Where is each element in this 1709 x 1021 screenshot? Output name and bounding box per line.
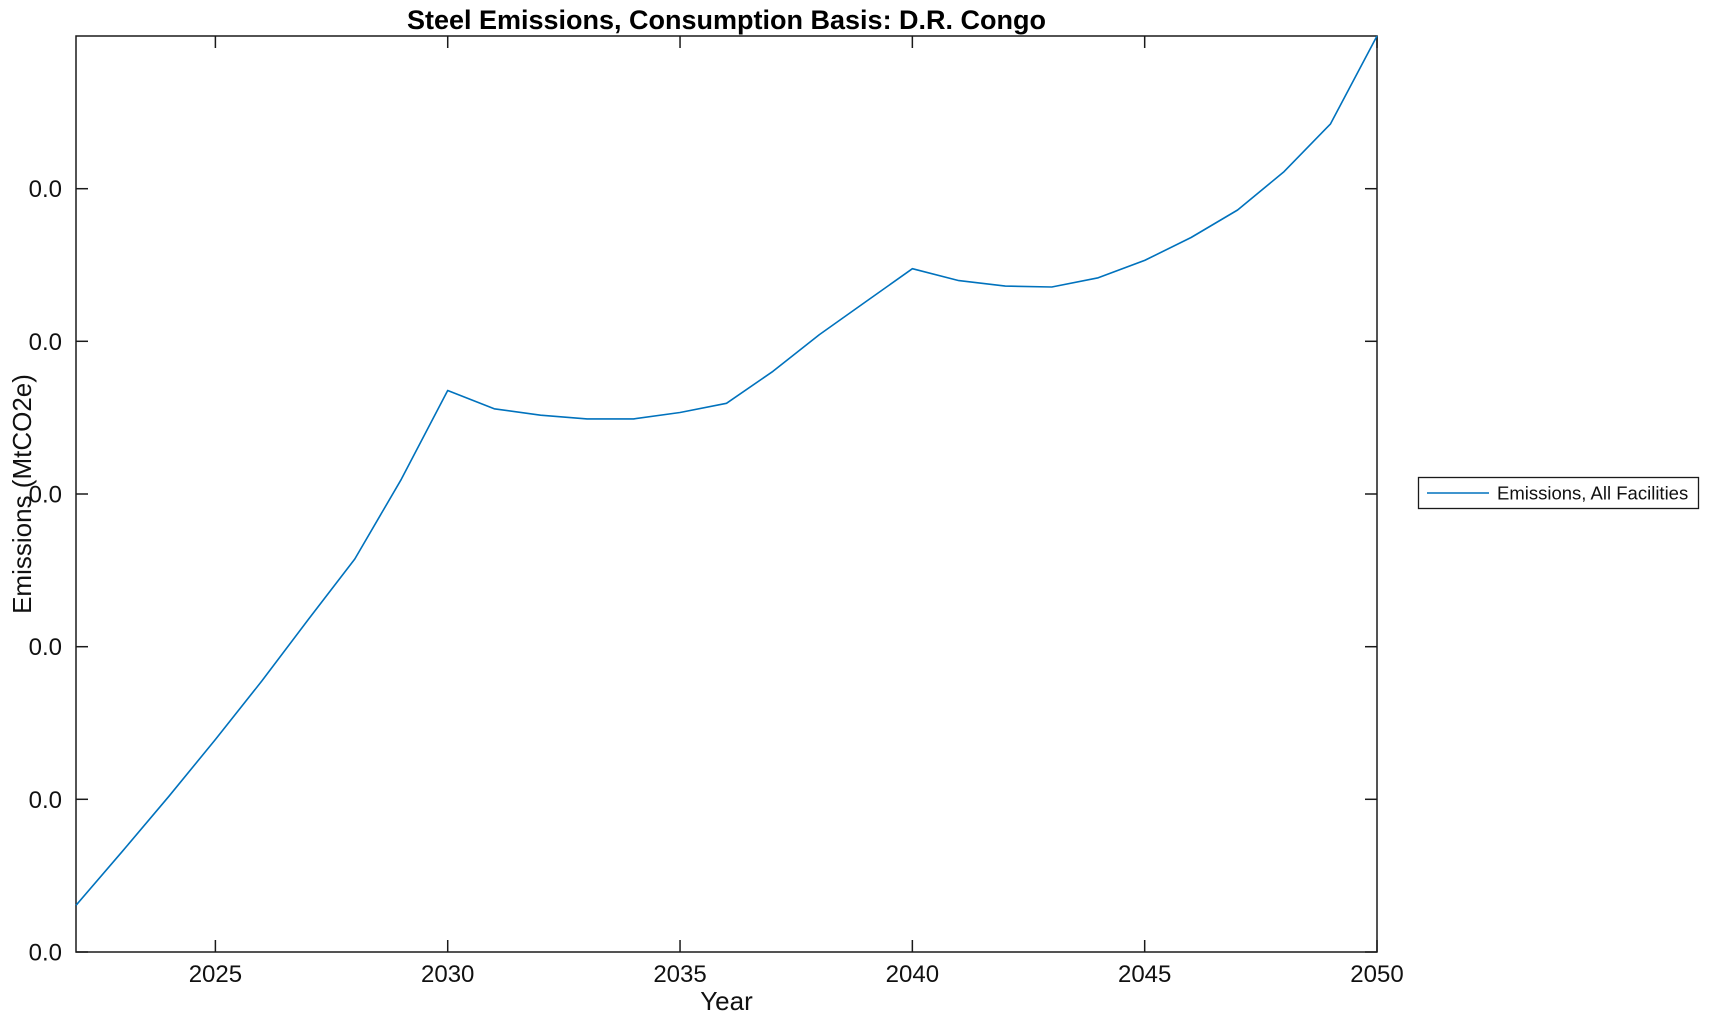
plot-area-border bbox=[75, 35, 1378, 953]
x-tick-label: 2025 bbox=[189, 961, 242, 988]
x-tick-label: 2035 bbox=[653, 961, 706, 988]
ticks-and-series-layer: 2025 2030 2035 2040 2045 2050 0.0 0.0 0.0 0.0 0.0 0… bbox=[29, 35, 1404, 988]
y-tick-label: 0.0 bbox=[29, 787, 62, 814]
y-tick-label: 0.0 bbox=[29, 940, 62, 967]
y-tick-label: 0.0 bbox=[29, 329, 62, 356]
x-axis-label: Year bbox=[700, 986, 753, 1016]
y-tick-label: 0.0 bbox=[29, 634, 62, 661]
x-tick-label: 2030 bbox=[421, 961, 474, 988]
chart-title: Steel Emissions, Consumption Basis: D.R.… bbox=[407, 5, 1046, 35]
legend: Emissions, All Facilities bbox=[1417, 476, 1700, 510]
x-tick-label: 2040 bbox=[886, 961, 939, 988]
x-tick-label: 2050 bbox=[1350, 961, 1403, 988]
emissions-line-series bbox=[75, 35, 1378, 906]
x-tick-label: 2045 bbox=[1118, 961, 1171, 988]
y-tick-label: 0.0 bbox=[29, 482, 62, 509]
legend-label: Emissions, All Facilities bbox=[1497, 483, 1688, 504]
y-tick-label: 0.0 bbox=[29, 176, 62, 203]
y-axis-label: Emissions (MtCO2e) bbox=[7, 374, 37, 614]
